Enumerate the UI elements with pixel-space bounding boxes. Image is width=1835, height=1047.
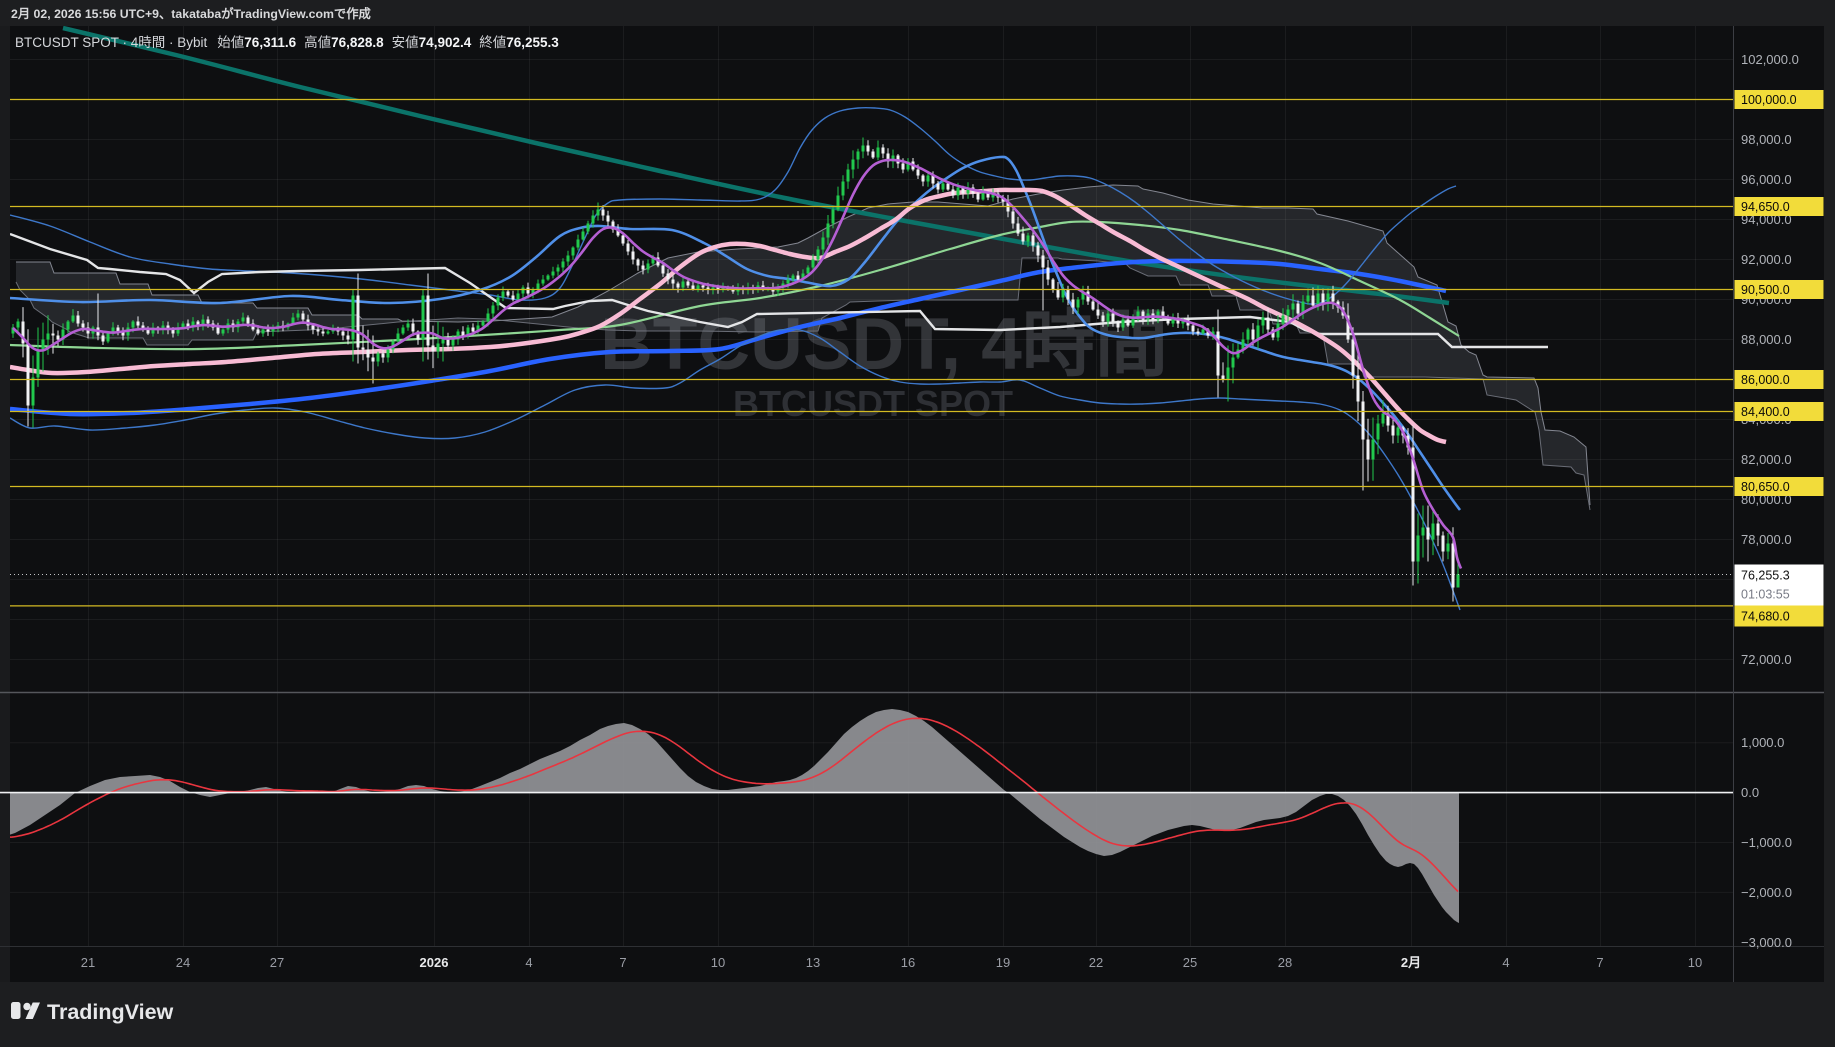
svg-text:−3,000.0: −3,000.0 <box>1741 935 1792 950</box>
svg-text:19: 19 <box>996 955 1010 970</box>
svg-text:16: 16 <box>901 955 915 970</box>
svg-text:94,650.0: 94,650.0 <box>1741 200 1790 214</box>
svg-text:2月 02, 2026 15:56 UTC+9、takata: 2月 02, 2026 15:56 UTC+9、takatabaがTrading… <box>11 6 372 21</box>
svg-text:−2,000.0: −2,000.0 <box>1741 885 1792 900</box>
svg-text:1,000.0: 1,000.0 <box>1741 735 1784 750</box>
svg-text:2026: 2026 <box>420 955 449 970</box>
svg-text:76,255.3: 76,255.3 <box>1741 569 1790 583</box>
svg-text:98,000.0: 98,000.0 <box>1741 132 1792 147</box>
svg-text:−1,000.0: −1,000.0 <box>1741 835 1792 850</box>
svg-text:88,000.0: 88,000.0 <box>1741 332 1792 347</box>
svg-text:80,650.0: 80,650.0 <box>1741 480 1790 494</box>
svg-text:7: 7 <box>619 955 626 970</box>
svg-text:100,000.0: 100,000.0 <box>1741 93 1797 107</box>
svg-text:24: 24 <box>176 955 190 970</box>
svg-text:74,680.0: 74,680.0 <box>1741 610 1790 624</box>
svg-text:22: 22 <box>1089 955 1103 970</box>
svg-text:0.0: 0.0 <box>1741 785 1759 800</box>
svg-text:78,000.0: 78,000.0 <box>1741 532 1792 547</box>
svg-text:BTCUSDT SPOT: BTCUSDT SPOT <box>733 383 1013 424</box>
svg-text:TradingView: TradingView <box>47 1000 174 1024</box>
svg-text:72,000.0: 72,000.0 <box>1741 652 1792 667</box>
svg-text:25: 25 <box>1183 955 1197 970</box>
svg-text:2月: 2月 <box>1401 955 1421 970</box>
svg-text:21: 21 <box>81 955 95 970</box>
svg-text:10: 10 <box>1688 955 1702 970</box>
svg-text:4: 4 <box>525 955 532 970</box>
svg-text:96,000.0: 96,000.0 <box>1741 172 1792 187</box>
svg-text:28: 28 <box>1278 955 1292 970</box>
svg-text:4: 4 <box>1502 955 1509 970</box>
svg-text:13: 13 <box>806 955 820 970</box>
svg-text:10: 10 <box>711 955 725 970</box>
svg-text:7: 7 <box>1596 955 1603 970</box>
svg-text:90,500.0: 90,500.0 <box>1741 283 1790 297</box>
svg-text:82,000.0: 82,000.0 <box>1741 452 1792 467</box>
svg-text:84,400.0: 84,400.0 <box>1741 405 1790 419</box>
svg-text:102,000.0: 102,000.0 <box>1741 52 1799 67</box>
svg-text:01:03:55: 01:03:55 <box>1741 588 1790 602</box>
svg-text:BTCUSDT, 4時間: BTCUSDT, 4時間 <box>600 304 1168 385</box>
svg-text:27: 27 <box>270 955 284 970</box>
svg-text:86,000.0: 86,000.0 <box>1741 373 1790 387</box>
svg-text:92,000.0: 92,000.0 <box>1741 252 1792 267</box>
